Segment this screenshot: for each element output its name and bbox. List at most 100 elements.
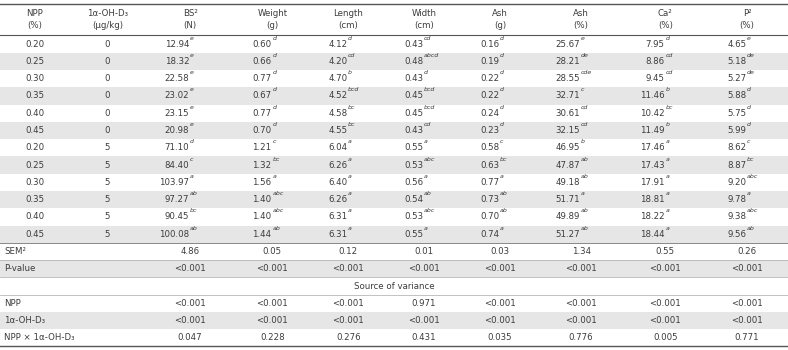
Text: 5.27: 5.27 xyxy=(727,74,746,83)
Text: cd: cd xyxy=(581,122,589,127)
Text: 32.71: 32.71 xyxy=(556,91,580,100)
Bar xyxy=(0,87,788,105)
Text: a: a xyxy=(273,174,277,179)
Text: bcd: bcd xyxy=(424,105,436,110)
Text: 0: 0 xyxy=(105,126,110,135)
Text: 0.22: 0.22 xyxy=(480,74,499,83)
Text: ab: ab xyxy=(581,174,589,179)
Text: bc: bc xyxy=(665,105,673,110)
Text: <0.001: <0.001 xyxy=(731,299,763,308)
Text: P-value: P-value xyxy=(4,264,35,273)
Text: 1.40: 1.40 xyxy=(252,212,272,222)
Text: bcd: bcd xyxy=(424,88,436,92)
Text: 10.42: 10.42 xyxy=(640,109,664,118)
Text: 0: 0 xyxy=(105,57,110,66)
Text: 7.95: 7.95 xyxy=(645,40,664,49)
Text: NPP: NPP xyxy=(4,299,20,308)
Text: 20.98: 20.98 xyxy=(165,126,189,135)
Text: cd: cd xyxy=(665,53,673,58)
Text: d: d xyxy=(500,53,504,58)
Bar xyxy=(0,243,788,260)
Text: NPP × 1α-OH-D₃: NPP × 1α-OH-D₃ xyxy=(4,333,75,342)
Text: 32.15: 32.15 xyxy=(556,126,580,135)
Text: Weight
(g): Weight (g) xyxy=(258,9,288,30)
Text: b: b xyxy=(581,139,585,144)
Text: d: d xyxy=(500,70,504,75)
Text: 0.047: 0.047 xyxy=(178,333,203,342)
Text: 0.25: 0.25 xyxy=(25,57,44,66)
Text: 23.02: 23.02 xyxy=(165,91,189,100)
Bar xyxy=(0,105,788,122)
Text: 0.70: 0.70 xyxy=(480,212,499,222)
Text: 0.43: 0.43 xyxy=(404,74,423,83)
Text: 12.94: 12.94 xyxy=(165,40,189,49)
Text: ab: ab xyxy=(581,226,589,231)
Text: d: d xyxy=(273,70,277,75)
Text: a: a xyxy=(348,139,352,144)
Text: abc: abc xyxy=(273,208,284,214)
Text: 0.22: 0.22 xyxy=(480,91,499,100)
Text: 0.43: 0.43 xyxy=(404,126,423,135)
Text: a: a xyxy=(500,226,504,231)
Text: bc: bc xyxy=(190,208,198,214)
Text: 0.23: 0.23 xyxy=(480,126,499,135)
Text: <0.001: <0.001 xyxy=(484,316,516,325)
Text: 1α-OH-D₃
(μg/kg): 1α-OH-D₃ (μg/kg) xyxy=(87,9,128,30)
Text: a: a xyxy=(665,208,669,214)
Text: 0.24: 0.24 xyxy=(480,109,499,118)
Text: 5: 5 xyxy=(105,178,110,187)
Text: a: a xyxy=(665,174,669,179)
Text: NPP
(%): NPP (%) xyxy=(26,9,43,30)
Text: 0.77: 0.77 xyxy=(252,109,272,118)
Text: 5: 5 xyxy=(105,143,110,152)
Text: 0.431: 0.431 xyxy=(411,333,437,342)
Text: 0: 0 xyxy=(105,109,110,118)
Text: 0.48: 0.48 xyxy=(404,57,423,66)
Text: d: d xyxy=(747,88,751,92)
Text: <0.001: <0.001 xyxy=(408,316,440,325)
Text: 0.45: 0.45 xyxy=(25,126,44,135)
Text: d: d xyxy=(747,105,751,110)
Text: 9.38: 9.38 xyxy=(727,212,746,222)
Text: 30.61: 30.61 xyxy=(556,109,580,118)
Text: 0.67: 0.67 xyxy=(252,91,272,100)
Text: 0.30: 0.30 xyxy=(25,74,44,83)
Text: ab: ab xyxy=(581,208,589,214)
Text: 8.87: 8.87 xyxy=(727,161,746,169)
Text: 0.45: 0.45 xyxy=(25,230,44,239)
Text: a: a xyxy=(348,226,352,231)
Text: 4.55: 4.55 xyxy=(329,126,348,135)
Text: c: c xyxy=(190,156,194,161)
Text: 6.31: 6.31 xyxy=(329,230,348,239)
Text: 0.30: 0.30 xyxy=(25,178,44,187)
Text: a: a xyxy=(747,191,751,196)
Text: <0.001: <0.001 xyxy=(565,299,597,308)
Text: <0.001: <0.001 xyxy=(174,299,206,308)
Text: 0.20: 0.20 xyxy=(25,143,44,152)
Text: 0.19: 0.19 xyxy=(480,57,499,66)
Text: b: b xyxy=(665,88,669,92)
Text: a: a xyxy=(424,226,428,231)
Text: e: e xyxy=(747,36,751,41)
Text: cd: cd xyxy=(424,36,431,41)
Text: <0.001: <0.001 xyxy=(333,316,364,325)
Bar xyxy=(0,4,788,35)
Text: 4.58: 4.58 xyxy=(329,109,348,118)
Text: c: c xyxy=(273,139,276,144)
Text: d: d xyxy=(500,105,504,110)
Text: 0.77: 0.77 xyxy=(252,74,272,83)
Text: 0.45: 0.45 xyxy=(404,109,423,118)
Text: 0.16: 0.16 xyxy=(480,40,499,49)
Bar xyxy=(0,295,788,312)
Text: 9.45: 9.45 xyxy=(645,74,664,83)
Text: 0.05: 0.05 xyxy=(262,247,282,256)
Text: 46.95: 46.95 xyxy=(556,143,580,152)
Text: 5: 5 xyxy=(105,161,110,169)
Text: <0.001: <0.001 xyxy=(256,316,288,325)
Text: abc: abc xyxy=(747,174,758,179)
Text: d: d xyxy=(500,88,504,92)
Text: 17.91: 17.91 xyxy=(640,178,664,187)
Text: 1.40: 1.40 xyxy=(252,195,272,204)
Text: 5.99: 5.99 xyxy=(727,126,746,135)
Text: Width
(cm): Width (cm) xyxy=(411,9,437,30)
